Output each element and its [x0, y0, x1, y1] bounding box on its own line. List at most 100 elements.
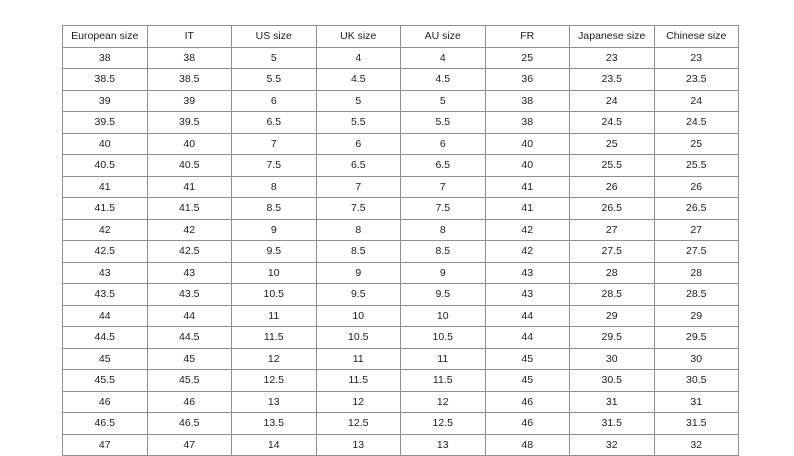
table-cell: 24.5	[569, 111, 655, 134]
table-row: 42 42 9 8 8 42 27 27	[62, 218, 739, 241]
table-cell: 10.5	[315, 326, 401, 349]
table-cell: 28	[569, 261, 655, 284]
table-cell: 10	[231, 261, 317, 284]
table-cell: 38	[484, 89, 570, 112]
column-header-au-size: AU size	[400, 25, 486, 48]
table-cell: 42	[484, 218, 570, 241]
table-cell: 30	[653, 347, 739, 370]
column-header-japanese-size: Japanese size	[569, 25, 655, 48]
table-row: 38 38 5 4 4 25 23 23	[62, 46, 739, 69]
table-cell: 9.5	[315, 283, 401, 306]
table-cell: 4.5	[315, 68, 401, 91]
table-cell: 29.5	[569, 326, 655, 349]
table-cell: 42	[146, 218, 232, 241]
table-cell: 8	[400, 218, 486, 241]
table-cell: 25.5	[569, 154, 655, 177]
table-cell: 38	[62, 46, 148, 69]
table-row: 39 39 6 5 5 38 24 24	[62, 89, 739, 112]
table-cell: 29	[653, 304, 739, 327]
table-cell: 46	[146, 390, 232, 413]
table-cell: 31	[569, 390, 655, 413]
table-cell: 6	[400, 132, 486, 155]
column-header-uk-size: UK size	[315, 25, 401, 48]
table-cell: 13	[315, 433, 401, 456]
table-cell: 12.5	[231, 369, 317, 392]
table-cell: 4	[400, 46, 486, 69]
table-cell: 11.5	[315, 369, 401, 392]
table-cell: 28.5	[653, 283, 739, 306]
table-cell: 6.5	[231, 111, 317, 134]
table-cell: 27	[569, 218, 655, 241]
table-cell: 8	[231, 175, 317, 198]
table-cell: 39.5	[146, 111, 232, 134]
table-cell: 30.5	[569, 369, 655, 392]
table-cell: 45.5	[62, 369, 148, 392]
table-cell: 40	[484, 154, 570, 177]
table-cell: 32	[569, 433, 655, 456]
table-cell: 45	[146, 347, 232, 370]
table-cell: 46.5	[62, 412, 148, 435]
table-cell: 8.5	[315, 240, 401, 263]
table-cell: 32	[653, 433, 739, 456]
table-cell: 24.5	[653, 111, 739, 134]
table-row: 38.5 38.5 5.5 4.5 4.5 36 23.5 23.5	[62, 68, 739, 91]
table-cell: 46.5	[146, 412, 232, 435]
table-cell: 26.5	[569, 197, 655, 220]
table-cell: 44	[62, 304, 148, 327]
table-cell: 46	[484, 390, 570, 413]
column-header-chinese-size: Chinese size	[653, 25, 739, 48]
table-cell: 39	[62, 89, 148, 112]
column-header-european-size: European size	[62, 25, 148, 48]
table-cell: 46	[484, 412, 570, 435]
table-cell: 12	[231, 347, 317, 370]
table-cell: 10	[400, 304, 486, 327]
table-cell: 44.5	[62, 326, 148, 349]
table-cell: 47	[62, 433, 148, 456]
table-cell: 27.5	[569, 240, 655, 263]
table-cell: 8	[315, 218, 401, 241]
table-cell: 40	[484, 132, 570, 155]
table-row: 44 44 11 10 10 44 29 29	[62, 304, 739, 327]
shoe-size-conversion-table: European size IT US size UK size AU size FR Ja…	[62, 25, 739, 456]
table-cell: 9	[400, 261, 486, 284]
table-cell: 41	[146, 175, 232, 198]
table-cell: 45.5	[146, 369, 232, 392]
table-cell: 45	[484, 347, 570, 370]
table-cell: 13.5	[231, 412, 317, 435]
table-cell: 7	[231, 132, 317, 155]
table-cell: 11.5	[400, 369, 486, 392]
table-cell: 42.5	[146, 240, 232, 263]
table-cell: 44.5	[146, 326, 232, 349]
table-cell: 29.5	[653, 326, 739, 349]
table-cell: 31.5	[653, 412, 739, 435]
table-cell: 7.5	[315, 197, 401, 220]
table-cell: 24	[569, 89, 655, 112]
table-cell: 5.5	[400, 111, 486, 134]
table-cell: 38	[146, 46, 232, 69]
table-cell: 25	[484, 46, 570, 69]
table-row: 42.5 42.5 9.5 8.5 8.5 42 27.5 27.5	[62, 240, 739, 263]
table-cell: 40.5	[146, 154, 232, 177]
table-cell: 5	[231, 46, 317, 69]
table-cell: 9	[315, 261, 401, 284]
table-cell: 13	[231, 390, 317, 413]
table-row: 40 40 7 6 6 40 25 25	[62, 132, 739, 155]
table-cell: 28.5	[569, 283, 655, 306]
table-cell: 5.5	[231, 68, 317, 91]
table-cell: 23.5	[653, 68, 739, 91]
table-cell: 7	[400, 175, 486, 198]
table-cell: 12	[400, 390, 486, 413]
table-cell: 26	[569, 175, 655, 198]
table-cell: 12.5	[315, 412, 401, 435]
table-cell: 25	[569, 132, 655, 155]
table-cell: 23	[569, 46, 655, 69]
table-row: 46.5 46.5 13.5 12.5 12.5 46 31.5 31.5	[62, 412, 739, 435]
table-cell: 7.5	[231, 154, 317, 177]
table-cell: 43	[484, 261, 570, 284]
table-cell: 42.5	[62, 240, 148, 263]
table-cell: 30.5	[653, 369, 739, 392]
table-body: 38 38 5 4 4 25 23 23 38.5 38.5 5.5 4.5 4.5 36 23.5 23.5…	[62, 46, 739, 456]
table-cell: 10.5	[400, 326, 486, 349]
table-cell: 7.5	[400, 197, 486, 220]
table-cell: 44	[484, 326, 570, 349]
